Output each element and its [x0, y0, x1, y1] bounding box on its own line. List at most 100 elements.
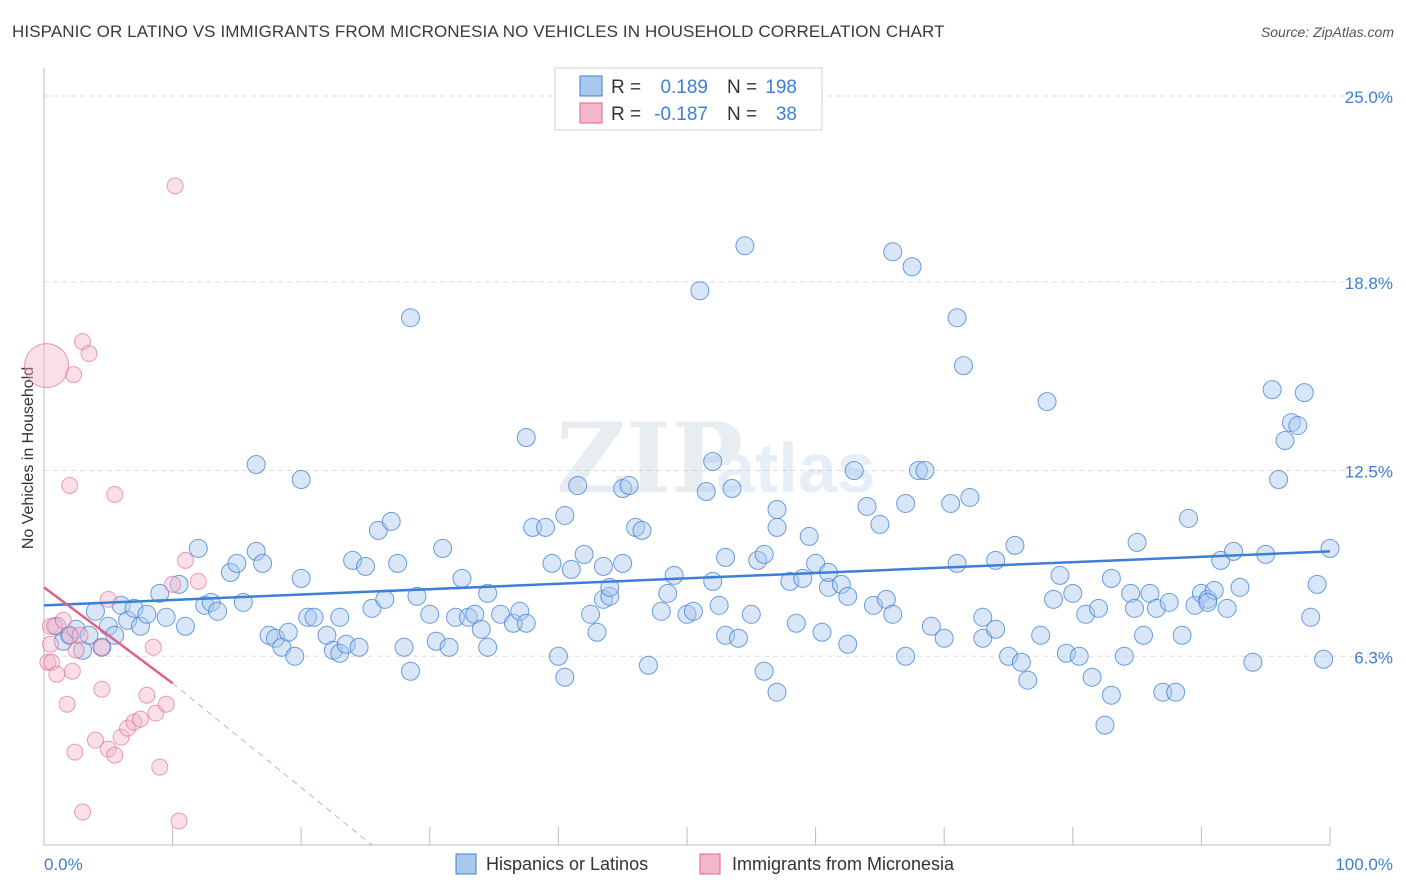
data-point-hispanics — [838, 634, 858, 654]
data-point-micronesia — [24, 343, 70, 389]
data-point-hispanics — [1037, 392, 1057, 412]
data-point-hispanics — [831, 574, 851, 594]
data-point-hispanics — [1185, 595, 1205, 615]
data-point-hispanics — [156, 607, 176, 627]
data-point-hispanics — [401, 661, 421, 681]
data-point-hispanics — [664, 565, 684, 585]
data-point-hispanics — [349, 637, 369, 657]
data-point-hispanics — [902, 257, 922, 277]
data-point-micronesia — [86, 731, 104, 749]
data-point-hispanics — [574, 544, 594, 564]
data-point-hispanics — [246, 541, 266, 561]
data-point-micronesia — [164, 575, 182, 593]
data-point-hispanics — [838, 586, 858, 606]
legend-r-value-1: 0.189 — [660, 77, 708, 98]
data-point-micronesia — [48, 665, 66, 683]
data-point-micronesia — [189, 572, 207, 590]
data-point-hispanics — [130, 616, 150, 636]
data-point-hispanics — [330, 607, 350, 627]
data-point-micronesia — [106, 746, 124, 764]
data-point-hispanics — [555, 505, 575, 525]
bottom-legend-label-hispanics: Hispanics or Latinos — [486, 854, 648, 874]
data-point-micronesia — [99, 740, 117, 758]
data-point-hispanics — [709, 595, 729, 615]
data-point-hispanics — [1127, 532, 1147, 552]
trend-line-hispanics — [43, 550, 1331, 607]
data-point-hispanics — [1011, 652, 1031, 672]
data-point-micronesia — [45, 617, 63, 635]
data-point-hispanics — [1089, 598, 1109, 618]
data-point-hispanics — [356, 556, 375, 576]
data-point-hispanics — [1224, 541, 1244, 561]
data-point-hispanics — [285, 646, 305, 666]
data-point-micronesia — [67, 641, 85, 659]
data-point-micronesia — [74, 803, 92, 821]
data-point-hispanics — [883, 242, 903, 262]
y-tick-label: 18.8% — [1345, 274, 1393, 293]
data-point-hispanics — [1095, 715, 1115, 735]
series-hispanics — [47, 236, 1340, 735]
data-point-hispanics — [291, 568, 311, 588]
data-point-hispanics — [908, 461, 928, 480]
data-point-hispanics — [1262, 380, 1282, 400]
y-tick-label: 12.5% — [1345, 463, 1393, 482]
data-point-hispanics — [1082, 667, 1102, 687]
bottom-legend: Hispanics or Latinos Immigrants from Mic… — [455, 853, 955, 875]
data-point-micronesia — [131, 710, 149, 728]
data-point-micronesia — [58, 695, 76, 713]
x-tick-label-min: 0.0% — [44, 855, 83, 874]
data-point-hispanics — [375, 589, 395, 609]
data-point-hispanics — [1005, 535, 1025, 555]
data-point-hispanics — [298, 607, 318, 627]
data-point-hispanics — [703, 452, 723, 472]
data-point-hispanics — [1172, 625, 1192, 645]
data-point-hispanics — [857, 496, 877, 516]
data-point-hispanics — [986, 619, 1006, 639]
data-point-micronesia — [170, 812, 188, 830]
data-point-micronesia — [39, 653, 57, 671]
data-point-hispanics — [915, 461, 935, 480]
data-point-hispanics — [1146, 598, 1166, 618]
data-point-hispanics — [953, 356, 973, 376]
data-point-hispanics — [118, 610, 138, 630]
data-point-hispanics — [137, 604, 157, 624]
data-point-hispanics — [1101, 685, 1121, 705]
data-point-hispanics — [716, 547, 736, 567]
bottom-legend-label-micronesia: Immigrants from Micronesia — [732, 854, 955, 874]
data-point-hispanics — [568, 475, 588, 495]
legend-n-label-2: N = — [727, 104, 757, 125]
data-point-hispanics — [947, 308, 967, 328]
data-point-hispanics — [253, 553, 273, 573]
x-tick-label-max: 100.0% — [1335, 855, 1393, 874]
data-point-micronesia — [63, 662, 81, 680]
data-point-hispanics — [1217, 598, 1237, 618]
data-point-micronesia — [151, 758, 169, 776]
data-point-hispanics — [439, 637, 459, 657]
data-point-hispanics — [1114, 646, 1134, 666]
data-point-hispanics — [716, 625, 736, 645]
legend-n-value-1: 198 — [765, 77, 797, 98]
legend-box: R = 0.189 N = 198 R = -0.187 N = 38 — [554, 67, 823, 131]
data-point-hispanics — [291, 469, 311, 489]
data-point-hispanics — [1269, 469, 1289, 489]
trend-line-micronesia-extrapolated — [172, 682, 373, 846]
data-point-hispanics — [79, 625, 99, 645]
data-point-micronesia — [66, 743, 84, 761]
data-point-micronesia — [112, 728, 130, 746]
data-point-hispanics — [1044, 589, 1064, 609]
data-point-hispanics — [1125, 598, 1145, 618]
data-point-hispanics — [1301, 607, 1321, 627]
data-point-hispanics — [1018, 670, 1038, 690]
data-point-hispanics — [433, 538, 453, 558]
data-point-hispanics — [896, 646, 916, 666]
data-point-hispanics — [175, 616, 195, 636]
data-point-hispanics — [561, 559, 581, 579]
data-point-hispanics — [780, 571, 800, 591]
data-point-micronesia — [54, 611, 72, 629]
data-point-hispanics — [401, 308, 421, 328]
data-point-hispanics — [227, 553, 247, 573]
data-point-hispanics — [208, 601, 228, 621]
data-point-micronesia — [71, 626, 89, 644]
bottom-legend-swatch-pink — [699, 853, 721, 875]
data-point-hispanics — [336, 634, 356, 654]
